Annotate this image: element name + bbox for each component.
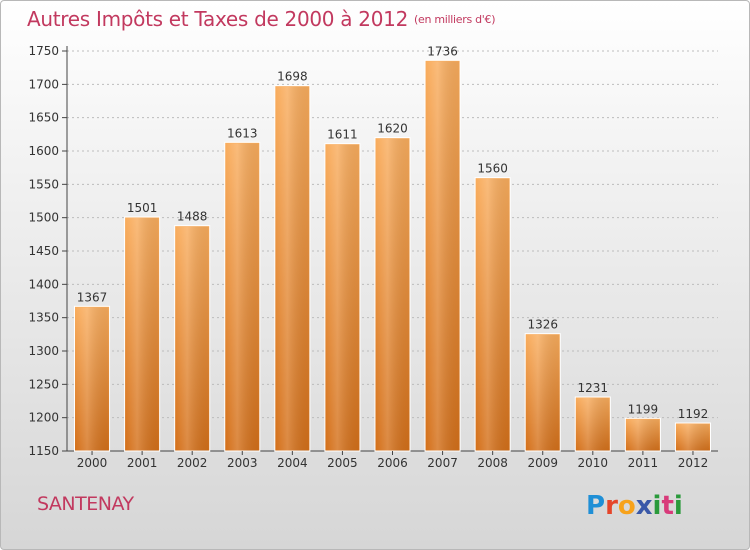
y-tick-label: 1500 <box>28 211 59 225</box>
bar-value-label: 1199 <box>628 402 659 416</box>
x-tick-label: 2004 <box>277 456 308 470</box>
bar-value-label: 1488 <box>177 210 208 224</box>
y-tick-label: 1250 <box>28 377 59 391</box>
bar-value-label: 1367 <box>77 290 108 304</box>
chart-title: Autres Impôts et Taxes de 2000 à 2012 (en… <box>27 7 495 31</box>
x-tick-label: 2009 <box>527 456 558 470</box>
bar-highlight <box>426 61 460 451</box>
bar-value-label: 1698 <box>277 70 308 84</box>
commune-name: SANTENAY <box>37 493 134 515</box>
bar-value-label: 1736 <box>427 44 458 58</box>
x-tick-label: 2006 <box>377 456 408 470</box>
x-tick-label: 2008 <box>477 456 508 470</box>
y-tick-label: 1200 <box>28 411 59 425</box>
bar-value-label: 1560 <box>477 162 508 176</box>
bar-highlight <box>75 307 109 451</box>
bar-value-label: 1231 <box>578 381 609 395</box>
y-tick-label: 1300 <box>28 344 59 358</box>
bar-value-label: 1501 <box>127 201 158 215</box>
bar-highlight <box>526 334 560 451</box>
x-tick-label: 2012 <box>678 456 709 470</box>
x-tick-label: 2011 <box>628 456 659 470</box>
y-tick-label: 1650 <box>28 111 59 125</box>
bar-value-label: 1613 <box>227 126 258 140</box>
y-tick-label: 1400 <box>28 277 59 291</box>
x-tick-label: 2000 <box>77 456 108 470</box>
y-tick-label: 1750 <box>28 44 59 58</box>
x-tick-label: 2007 <box>427 456 458 470</box>
chart-unit: (en milliers d'€) <box>414 13 496 26</box>
x-tick-label: 2001 <box>127 456 158 470</box>
proxiti-logo: Proxiti <box>586 491 683 521</box>
bar-value-label: 1620 <box>377 122 408 136</box>
bar-highlight <box>325 144 359 451</box>
bar-highlight <box>626 419 660 451</box>
x-tick-label: 2005 <box>327 456 358 470</box>
x-tick-label: 2002 <box>177 456 208 470</box>
bar-highlight <box>576 398 610 451</box>
y-tick-label: 1550 <box>28 177 59 191</box>
x-tick-label: 2010 <box>578 456 609 470</box>
bar-highlight <box>275 86 309 452</box>
bar-highlight <box>125 218 159 451</box>
bar-highlight <box>375 138 410 451</box>
bar-value-label: 1611 <box>327 128 358 142</box>
y-tick-label: 1150 <box>28 444 59 458</box>
bar-value-label: 1326 <box>527 318 558 332</box>
bar-highlight <box>175 226 209 451</box>
x-tick-label: 2003 <box>227 456 258 470</box>
y-tick-label: 1450 <box>28 244 59 258</box>
chart-title-text: Autres Impôts et Taxes de 2000 à 2012 <box>27 7 408 31</box>
bar-value-label: 1192 <box>678 407 709 421</box>
y-tick-label: 1700 <box>28 77 59 91</box>
y-tick-label: 1350 <box>28 311 59 325</box>
bar-highlight <box>476 178 510 451</box>
bar-highlight <box>676 424 710 451</box>
y-tick-label: 1600 <box>28 144 59 158</box>
bar-highlight <box>225 143 259 452</box>
